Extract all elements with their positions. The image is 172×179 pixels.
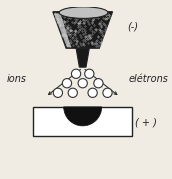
Circle shape	[62, 79, 72, 88]
Text: ( + ): ( + )	[135, 118, 157, 128]
Bar	[33, 107, 132, 136]
Circle shape	[88, 88, 97, 97]
Circle shape	[71, 69, 81, 78]
Ellipse shape	[59, 7, 108, 18]
Circle shape	[103, 88, 112, 97]
Polygon shape	[53, 12, 112, 48]
Circle shape	[53, 88, 62, 97]
Text: (-): (-)	[127, 22, 138, 32]
Polygon shape	[54, 13, 71, 47]
Text: ions: ions	[7, 74, 26, 84]
Polygon shape	[76, 48, 89, 67]
Text: elétrons: elétrons	[129, 74, 169, 84]
Circle shape	[85, 69, 94, 78]
Circle shape	[78, 79, 87, 88]
Circle shape	[94, 79, 103, 88]
Circle shape	[68, 88, 77, 97]
Wedge shape	[64, 107, 102, 126]
